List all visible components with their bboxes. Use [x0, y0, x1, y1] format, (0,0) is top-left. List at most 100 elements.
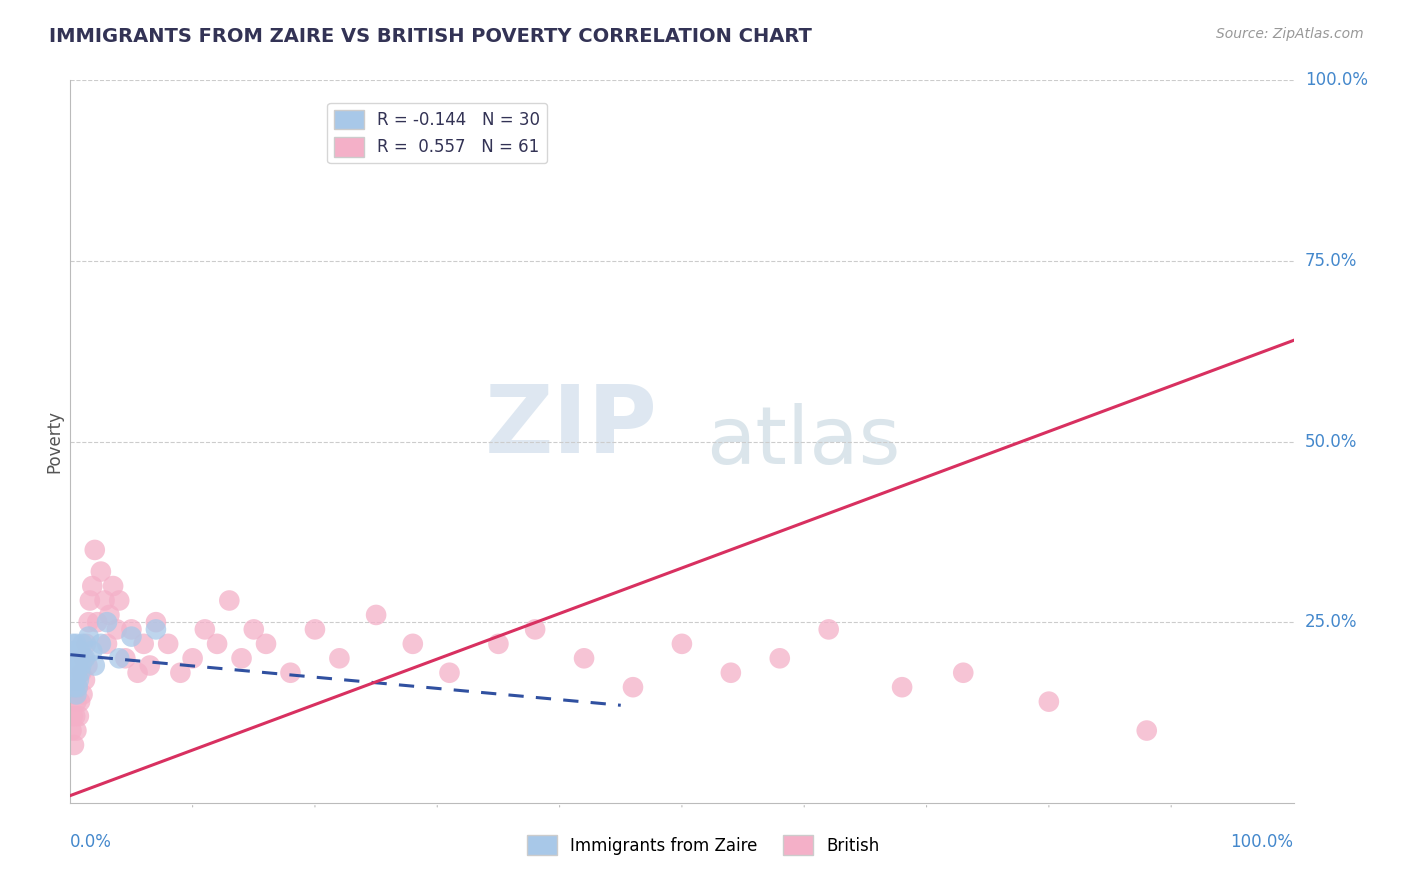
Point [66, 680, 89, 694]
Point [90, 637, 112, 651]
Point [62, 673, 84, 687]
Point [65, 665, 87, 680]
Point [1038, 695, 1060, 709]
Point [231, 651, 253, 665]
Point [83, 658, 105, 673]
Point [93, 593, 115, 607]
Point [60, 651, 83, 665]
Point [105, 623, 128, 637]
Text: 75.0%: 75.0% [1305, 252, 1357, 270]
Point [145, 615, 167, 630]
Point [243, 623, 266, 637]
Point [76, 658, 98, 673]
Text: ZIP: ZIP [485, 381, 658, 473]
Point [720, 665, 742, 680]
Point [157, 637, 180, 651]
Point [63, 687, 86, 701]
Legend: R = -0.144   N = 30, R =  0.557   N = 61: R = -0.144 N = 30, R = 0.557 N = 61 [328, 103, 547, 163]
Point [132, 637, 155, 651]
Point [66, 680, 89, 694]
Text: 100.0%: 100.0% [1230, 833, 1294, 851]
Point [73, 673, 96, 687]
Point [67, 651, 90, 665]
Point [82, 644, 104, 658]
Point [769, 651, 792, 665]
Point [524, 623, 547, 637]
Point [181, 651, 204, 665]
Point [205, 637, 228, 651]
Point [83, 542, 105, 557]
Point [63, 644, 86, 658]
Point [69, 644, 91, 658]
Point [69, 665, 91, 680]
Point [439, 665, 461, 680]
Point [86, 615, 108, 630]
Point [60, 723, 83, 738]
Point [79, 593, 101, 607]
Point [121, 630, 143, 644]
Point [63, 651, 86, 665]
Point [817, 623, 839, 637]
Point [63, 680, 86, 694]
Text: 25.0%: 25.0% [1305, 613, 1357, 632]
Point [101, 579, 124, 593]
Point [60, 665, 83, 680]
Point [65, 723, 87, 738]
Point [139, 658, 162, 673]
Point [108, 593, 131, 607]
Point [63, 709, 86, 723]
Point [98, 607, 121, 622]
Point [63, 738, 86, 752]
Point [77, 630, 100, 644]
Text: Source: ZipAtlas.com: Source: ZipAtlas.com [1216, 27, 1364, 41]
Point [73, 651, 96, 665]
Point [82, 579, 104, 593]
Point [63, 673, 86, 687]
Point [67, 709, 90, 723]
Point [304, 623, 326, 637]
Text: 0.0%: 0.0% [70, 833, 112, 851]
Point [280, 665, 302, 680]
Point [169, 665, 191, 680]
Text: 50.0%: 50.0% [1305, 433, 1357, 450]
Point [65, 637, 87, 651]
Point [63, 658, 86, 673]
Point [108, 651, 131, 665]
Point [114, 651, 136, 665]
Text: atlas: atlas [706, 402, 901, 481]
Point [72, 637, 94, 651]
Y-axis label: Poverty: Poverty [45, 410, 63, 473]
Point [90, 565, 112, 579]
Point [572, 651, 595, 665]
Point [73, 651, 96, 665]
Point [328, 651, 350, 665]
Point [891, 680, 914, 694]
Point [145, 623, 167, 637]
Point [70, 658, 93, 673]
Point [75, 637, 97, 651]
Point [671, 637, 693, 651]
Point [96, 615, 118, 630]
Point [402, 637, 425, 651]
Point [218, 593, 240, 607]
Text: 100.0%: 100.0% [1305, 71, 1368, 89]
Point [72, 687, 94, 701]
Point [952, 665, 974, 680]
Point [621, 680, 644, 694]
Point [66, 658, 89, 673]
Point [62, 637, 84, 651]
Point [65, 687, 87, 701]
Point [67, 673, 90, 687]
Point [70, 665, 93, 680]
Point [194, 623, 217, 637]
Point [65, 695, 87, 709]
Point [62, 658, 84, 673]
Point [96, 637, 118, 651]
Point [69, 695, 91, 709]
Point [127, 665, 149, 680]
Legend: Immigrants from Zaire, British: Immigrants from Zaire, British [520, 829, 886, 862]
Point [366, 607, 388, 622]
Point [1136, 723, 1159, 738]
Point [254, 637, 277, 651]
Point [121, 623, 143, 637]
